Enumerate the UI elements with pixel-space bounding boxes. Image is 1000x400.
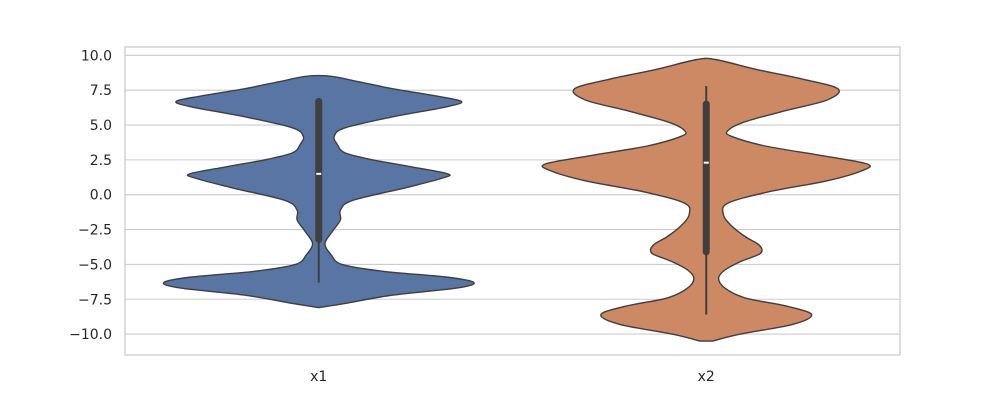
y-tick-label: −10.0 [69, 327, 112, 343]
x-tick-label: x2 [698, 369, 715, 385]
x-tick-labels: x1 x2 [310, 369, 715, 385]
y-tick-label: 2.5 [90, 153, 112, 169]
box-markers [315, 86, 710, 315]
plot-frame [124, 46, 901, 356]
x-tick-label: x1 [310, 369, 327, 385]
y-tick-label: −5.0 [78, 257, 112, 273]
y-tick-label: 10.0 [81, 48, 112, 64]
y-tick-label: −2.5 [78, 223, 112, 239]
y-tick-labels: 10.0 7.5 5.0 2.5 0.0 −2.5 −5.0 −7.5 −10.0 [69, 48, 112, 343]
y-tick-label: 5.0 [90, 118, 112, 134]
y-tick-label: 0.0 [90, 188, 112, 204]
y-tick-label: 7.5 [90, 83, 112, 99]
y-tick-label: −7.5 [78, 292, 112, 308]
